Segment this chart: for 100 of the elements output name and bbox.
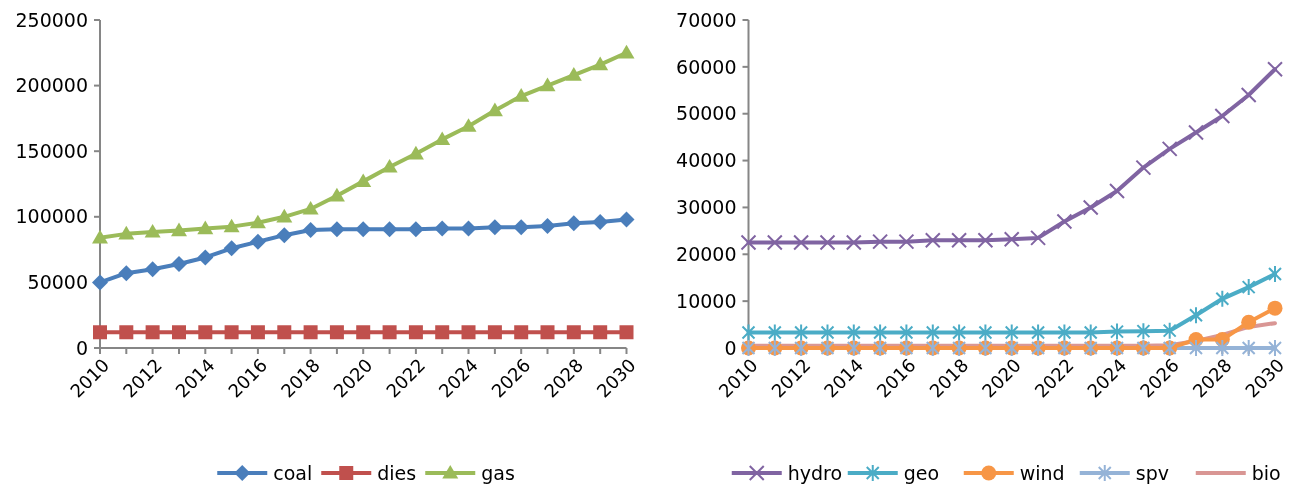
point xyxy=(435,325,450,340)
point xyxy=(198,325,213,340)
point xyxy=(329,325,344,340)
y-tick-label: 70000 xyxy=(676,8,737,31)
point xyxy=(277,325,292,340)
point xyxy=(592,214,609,231)
point xyxy=(486,102,503,117)
point xyxy=(93,325,107,340)
point xyxy=(223,240,240,257)
point xyxy=(460,220,477,237)
y-tick-label: 150000 xyxy=(15,139,88,162)
legend-label: gas xyxy=(481,461,515,484)
point xyxy=(1241,339,1256,357)
legend-label: dies xyxy=(377,461,417,484)
point xyxy=(170,222,187,237)
point xyxy=(952,323,967,342)
y-tick-label: 60000 xyxy=(676,55,737,78)
point xyxy=(1215,339,1230,357)
point xyxy=(1268,264,1282,283)
point xyxy=(766,234,783,251)
point xyxy=(1161,140,1178,157)
point xyxy=(925,323,940,342)
point xyxy=(381,158,398,173)
y-tick-label: 0 xyxy=(75,336,88,359)
point xyxy=(1267,300,1283,316)
point xyxy=(1241,278,1256,297)
point xyxy=(250,325,265,340)
point xyxy=(845,234,862,251)
point xyxy=(593,325,608,340)
point xyxy=(1004,323,1019,342)
point xyxy=(408,325,423,340)
point xyxy=(978,323,993,342)
point xyxy=(119,325,134,340)
point xyxy=(1109,183,1126,200)
point xyxy=(1268,339,1282,357)
point xyxy=(1267,61,1283,78)
point xyxy=(144,223,161,238)
point xyxy=(356,325,371,340)
point xyxy=(223,218,240,233)
y-tick-label: 50000 xyxy=(676,102,737,125)
point xyxy=(302,200,319,215)
point xyxy=(145,325,160,340)
point xyxy=(740,234,757,251)
point xyxy=(487,325,502,340)
y-tick-label: 0 xyxy=(724,336,737,359)
point xyxy=(1188,124,1205,141)
y-tick-label: 30000 xyxy=(676,196,737,219)
point xyxy=(539,217,556,234)
y-tick-label: 20000 xyxy=(676,242,737,265)
point xyxy=(565,215,582,232)
point xyxy=(513,219,530,236)
point xyxy=(197,249,214,266)
legend-label: hydro xyxy=(787,461,843,484)
point xyxy=(1083,323,1098,342)
point xyxy=(1030,229,1047,246)
point xyxy=(1162,321,1177,340)
point xyxy=(197,220,214,235)
point xyxy=(618,44,635,59)
legend-label: wind xyxy=(1019,461,1065,484)
point xyxy=(118,265,135,282)
point xyxy=(767,323,782,342)
point xyxy=(92,274,108,291)
point xyxy=(873,323,888,342)
point xyxy=(303,325,318,340)
point xyxy=(1110,322,1125,341)
point xyxy=(619,325,634,340)
point xyxy=(846,323,861,342)
point xyxy=(171,325,186,340)
point xyxy=(328,221,345,238)
point xyxy=(434,131,451,145)
point xyxy=(249,233,266,250)
point xyxy=(434,220,451,237)
point xyxy=(382,325,397,340)
point xyxy=(1056,213,1073,230)
point xyxy=(819,234,836,251)
point xyxy=(486,219,503,236)
point xyxy=(460,118,477,132)
point xyxy=(793,234,810,251)
point xyxy=(249,214,266,229)
point xyxy=(381,221,398,238)
point xyxy=(276,227,293,244)
point xyxy=(977,232,994,249)
point xyxy=(566,325,581,340)
point xyxy=(513,88,530,102)
legend-label: geo xyxy=(903,461,940,484)
point xyxy=(1215,289,1230,308)
legend-label: bio xyxy=(1251,461,1281,484)
point xyxy=(592,56,609,71)
point xyxy=(328,187,345,202)
point xyxy=(407,221,424,238)
point xyxy=(276,208,293,223)
y-tick-label: 40000 xyxy=(676,149,737,172)
point xyxy=(1136,322,1151,341)
point xyxy=(1082,199,1099,216)
point xyxy=(355,221,372,238)
point xyxy=(170,256,187,273)
point xyxy=(1031,323,1046,342)
point xyxy=(820,323,835,342)
y-tick-label: 50000 xyxy=(27,271,88,294)
point xyxy=(540,325,555,340)
